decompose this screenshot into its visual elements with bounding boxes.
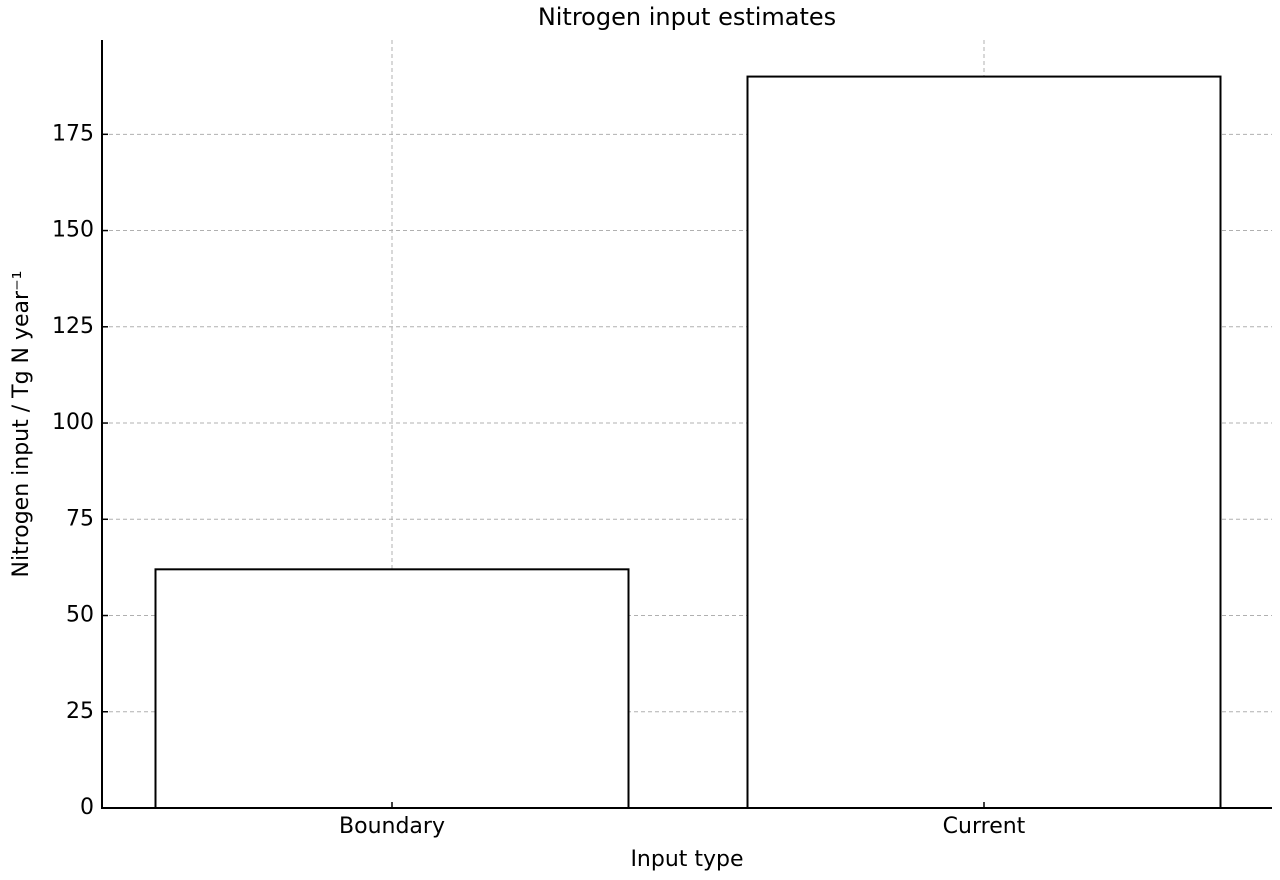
y-tick-label: 75 — [66, 506, 94, 531]
x-axis-label: Input type — [630, 847, 743, 872]
y-tick-label: 25 — [66, 699, 94, 724]
y-tick-label: 125 — [52, 314, 94, 339]
chart-title: Nitrogen input estimates — [538, 3, 836, 31]
x-tick-label: Current — [943, 814, 1026, 839]
y-tick-label: 0 — [80, 795, 94, 820]
bar — [154, 568, 630, 809]
y-tick-label: 150 — [52, 218, 94, 243]
mark-layer — [154, 75, 1222, 810]
y-tick-label: 175 — [52, 121, 94, 146]
y-tick-label: 100 — [52, 410, 94, 435]
y-tick-label: 50 — [66, 603, 94, 628]
x-tick-label: Boundary — [339, 814, 445, 839]
bar — [746, 75, 1222, 810]
y-axis-label: Nitrogen input / Tg N year⁻¹ — [9, 270, 34, 577]
